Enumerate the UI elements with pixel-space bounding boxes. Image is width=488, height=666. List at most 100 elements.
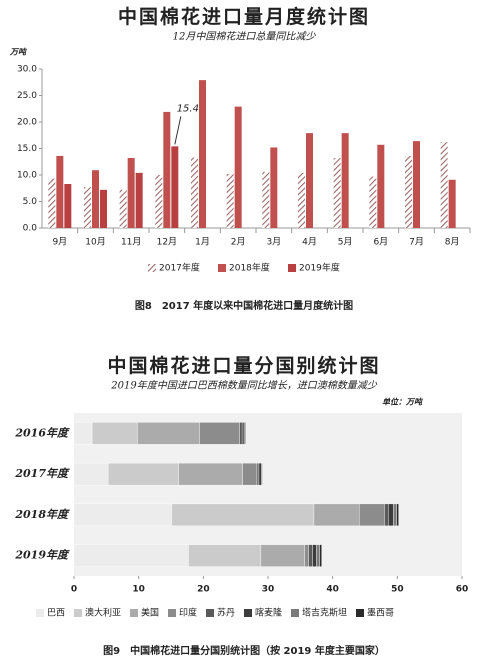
legend-swatch <box>206 609 214 617</box>
legend-label: 巴西 <box>47 608 65 619</box>
chart-subtitle: 2019年度中国进口巴西棉数量同比增长，进口澳棉数量减少 <box>110 380 377 392</box>
legend-label: 2019年度 <box>299 262 340 274</box>
bar-segment <box>312 544 317 567</box>
bar <box>298 172 305 228</box>
x-tick-label: 2月 <box>231 237 246 248</box>
x-tick-label: 4月 <box>302 237 317 248</box>
bar-segment <box>242 462 258 486</box>
bar-segment <box>261 462 264 486</box>
x-tick-label: 60 <box>456 585 469 595</box>
bar-segment <box>137 422 200 445</box>
legend-label: 2018年度 <box>229 262 270 274</box>
bar <box>199 80 206 228</box>
legend-swatch <box>168 609 176 617</box>
y-tick-label: 2019年度 <box>14 549 70 562</box>
bar <box>333 158 341 228</box>
legend-swatch <box>244 609 252 617</box>
bar <box>48 178 56 228</box>
bar <box>92 170 99 228</box>
y-tick-label: 5.0 <box>23 197 38 207</box>
x-tick-label: 50 <box>391 585 404 595</box>
legend-label: 印度 <box>179 607 197 619</box>
bar <box>84 187 91 228</box>
x-tick-label: 12月 <box>157 237 177 248</box>
bar-segment <box>396 503 399 527</box>
legend-swatch <box>291 609 299 617</box>
bar-segment <box>388 503 394 527</box>
bar-segment <box>108 462 179 486</box>
bar <box>413 141 420 228</box>
bar-segment <box>245 422 247 445</box>
legend-swatch <box>130 609 138 617</box>
x-tick-label: 9月 <box>52 237 67 248</box>
bar <box>234 106 242 228</box>
bar-segment <box>73 503 172 527</box>
x-tick-label: 0 <box>71 585 77 595</box>
unit-label: 万吨 <box>9 48 28 57</box>
bar <box>191 157 198 228</box>
x-tick-label: 10月 <box>85 237 105 248</box>
bar <box>440 142 448 228</box>
bar-segment <box>319 544 322 567</box>
x-tick-label: 11月 <box>121 237 141 248</box>
y-tick-label: 2018年度 <box>14 508 70 521</box>
y-tick-label: 20.0 <box>17 118 37 128</box>
bar-segment <box>91 422 138 445</box>
bar-segment <box>384 503 389 527</box>
x-tick-label: 7月 <box>409 237 424 248</box>
bar <box>306 133 313 228</box>
bar-segment <box>393 503 397 527</box>
x-tick-label: 20 <box>197 585 210 595</box>
bar-segment <box>73 422 93 445</box>
bar <box>226 173 234 228</box>
bar <box>262 171 270 228</box>
legend-swatch <box>148 264 156 272</box>
bar-segment <box>188 544 262 567</box>
y-tick-label: 2016年度 <box>14 426 70 439</box>
bar <box>100 189 107 228</box>
legend-swatch <box>218 264 226 272</box>
y-tick-label: 30.0 <box>17 65 37 75</box>
legend-label: 澳大利亚 <box>85 607 121 619</box>
bar-segment <box>256 462 260 486</box>
bar-segment <box>239 422 243 445</box>
y-tick-label: 0.0 <box>23 224 38 234</box>
bar <box>171 146 179 228</box>
x-tick-label: 8月 <box>445 237 460 248</box>
x-tick-label: 40 <box>326 585 339 595</box>
legend-swatch <box>74 609 82 617</box>
bar <box>341 133 349 228</box>
bar <box>56 155 64 228</box>
chart-title: 中国棉花进口量分国别统计图 <box>107 354 380 377</box>
bar <box>64 184 72 228</box>
bar-segment <box>316 544 320 567</box>
annotation-pointer <box>174 116 182 145</box>
bar-segment <box>304 544 309 567</box>
x-tick-label: 1月 <box>195 237 210 248</box>
bar-segment <box>313 503 360 527</box>
legend-label: 喀麦隆 <box>255 607 282 619</box>
unit-label: 单位：万吨 <box>382 398 424 407</box>
bar-segment <box>241 422 245 445</box>
bar-segment <box>308 544 313 567</box>
annotation: 15.4 <box>177 103 199 114</box>
x-tick-label: 30 <box>262 585 275 595</box>
legend-label: 塔吉克斯坦 <box>302 607 347 619</box>
bar-segment <box>199 422 240 445</box>
bar-segment <box>260 544 306 567</box>
x-tick-label: 10 <box>132 585 145 595</box>
legend-swatch <box>356 609 364 617</box>
bar-segment <box>171 503 315 527</box>
bar-segment <box>358 503 385 527</box>
bar <box>405 155 412 228</box>
legend-label: 美国 <box>141 607 159 619</box>
x-tick-label: 3月 <box>266 237 281 248</box>
legend-label: 苏丹 <box>217 607 235 619</box>
bar <box>163 111 171 228</box>
y-tick-label: 15.0 <box>17 144 37 154</box>
caption: 图8 2017 年度以来中国棉花进口量月度统计图 <box>135 299 353 312</box>
bar <box>127 158 135 228</box>
bar <box>270 147 278 228</box>
bar <box>377 144 385 228</box>
